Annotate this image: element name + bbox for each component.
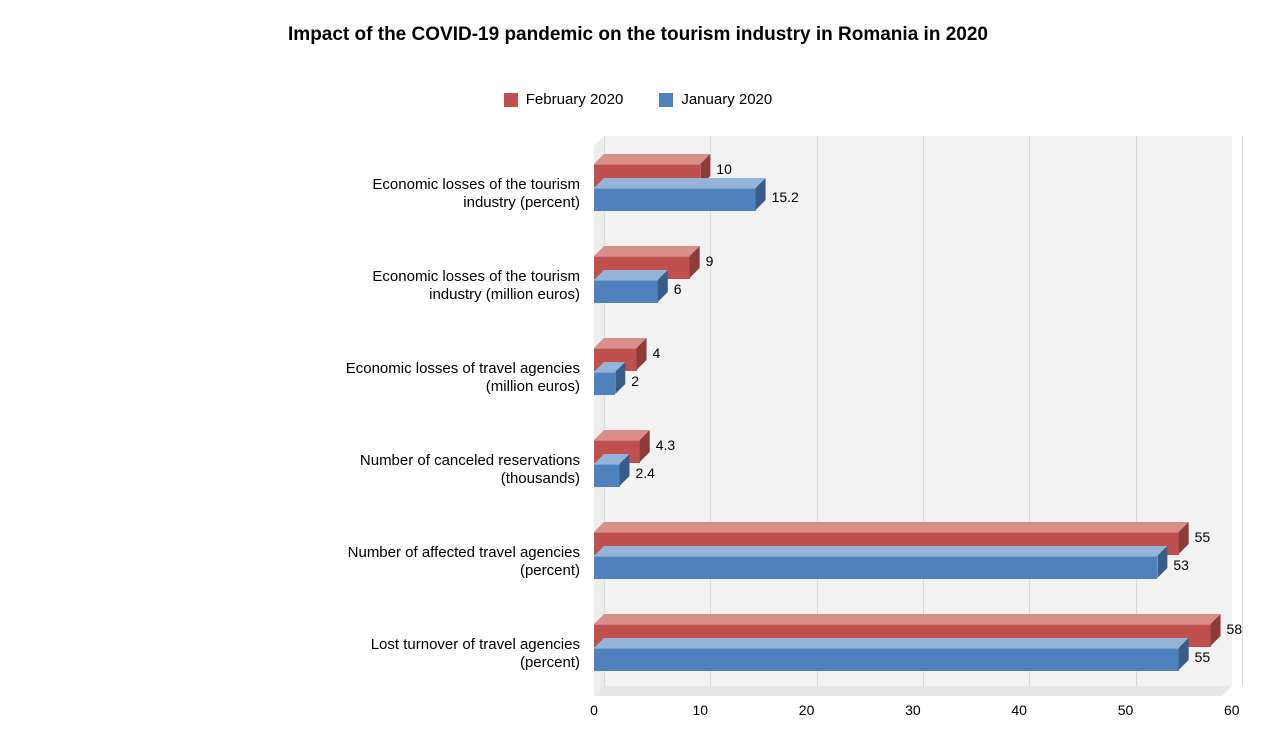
axis-y-front xyxy=(594,146,595,696)
category-label-line: Number of affected travel agencies xyxy=(20,544,580,562)
chart-canvas: Impact of the COVID-19 pandemic on the t… xyxy=(0,0,1276,732)
x-tick-50: 50 xyxy=(1106,702,1146,718)
value-feb-2: 4 xyxy=(653,345,661,361)
bar-face-1-feb xyxy=(594,256,690,279)
legend-label-1: January 2020 xyxy=(681,91,772,108)
bar-face-5-feb xyxy=(594,624,1211,647)
category-label-line: Economic losses of the tourism xyxy=(20,268,580,286)
legend-swatch-0 xyxy=(504,93,518,107)
bar-face-0-feb xyxy=(594,164,700,187)
category-label-5: Lost turnover of travel agencies(percent… xyxy=(20,636,580,672)
category-label-line: (percent) xyxy=(20,562,580,580)
x-tick-60: 60 xyxy=(1212,702,1252,718)
value-feb-3: 4.3 xyxy=(656,437,675,453)
x-tick-0: 0 xyxy=(574,702,614,718)
category-label-4: Number of affected travel agencies(perce… xyxy=(20,544,580,580)
category-label-line: (percent) xyxy=(20,654,580,672)
x-tick-30: 30 xyxy=(893,702,933,718)
bar-face-2-jan xyxy=(594,372,615,395)
category-label-line: Lost turnover of travel agencies xyxy=(20,636,580,654)
category-label-3: Number of canceled reservations(thousand… xyxy=(20,452,580,488)
gridline-0 xyxy=(604,136,605,686)
category-label-line: Economic losses of travel agencies xyxy=(20,360,580,378)
category-label-line: industry (million euros) xyxy=(20,286,580,304)
gridline-40 xyxy=(1029,136,1030,686)
bar-face-3-jan xyxy=(594,464,620,487)
bar-face-5-jan xyxy=(594,648,1179,671)
plot-backwall xyxy=(604,136,1232,686)
value-jan-1: 6 xyxy=(674,281,682,297)
bar-face-4-feb xyxy=(594,532,1179,555)
bar-face-3-feb xyxy=(594,440,640,463)
legend-item-1: January 2020 xyxy=(659,91,772,108)
value-feb-4: 55 xyxy=(1195,529,1211,545)
value-jan-3: 2.4 xyxy=(636,465,655,481)
category-label-1: Economic losses of the tourismindustry (… xyxy=(20,268,580,304)
bar-face-0-jan xyxy=(594,188,756,211)
gridline-20 xyxy=(817,136,818,686)
category-label-line: (million euros) xyxy=(20,378,580,396)
gridline-60 xyxy=(1242,136,1243,686)
gridline-50 xyxy=(1136,136,1137,686)
x-tick-10: 10 xyxy=(680,702,720,718)
bar-face-1-jan xyxy=(594,280,658,303)
category-label-line: (thousands) xyxy=(20,470,580,488)
category-label-line: Number of canceled reservations xyxy=(20,452,580,470)
category-label-line: industry (percent) xyxy=(20,194,580,212)
value-jan-0: 15.2 xyxy=(772,189,799,205)
legend-label-0: February 2020 xyxy=(526,91,624,108)
bar-face-4-jan xyxy=(594,556,1157,579)
gridline-30 xyxy=(923,136,924,686)
category-label-0: Economic losses of the tourismindustry (… xyxy=(20,176,580,212)
value-jan-2: 2 xyxy=(631,373,639,389)
value-jan-5: 55 xyxy=(1195,649,1211,665)
value-jan-4: 53 xyxy=(1173,557,1189,573)
legend: February 2020 January 2020 xyxy=(0,90,1276,108)
value-feb-0: 10 xyxy=(716,161,732,177)
x-tick-20: 20 xyxy=(787,702,827,718)
x-tick-40: 40 xyxy=(999,702,1039,718)
legend-swatch-1 xyxy=(659,93,673,107)
value-feb-1: 9 xyxy=(706,253,714,269)
legend-item-0: February 2020 xyxy=(504,91,624,108)
bar-face-2-feb xyxy=(594,348,637,371)
gridline-10 xyxy=(710,136,711,686)
value-feb-5: 58 xyxy=(1227,621,1243,637)
category-label-line: Economic losses of the tourism xyxy=(20,176,580,194)
category-label-2: Economic losses of travel agencies(milli… xyxy=(20,360,580,396)
chart-title: Impact of the COVID-19 pandemic on the t… xyxy=(0,24,1276,46)
